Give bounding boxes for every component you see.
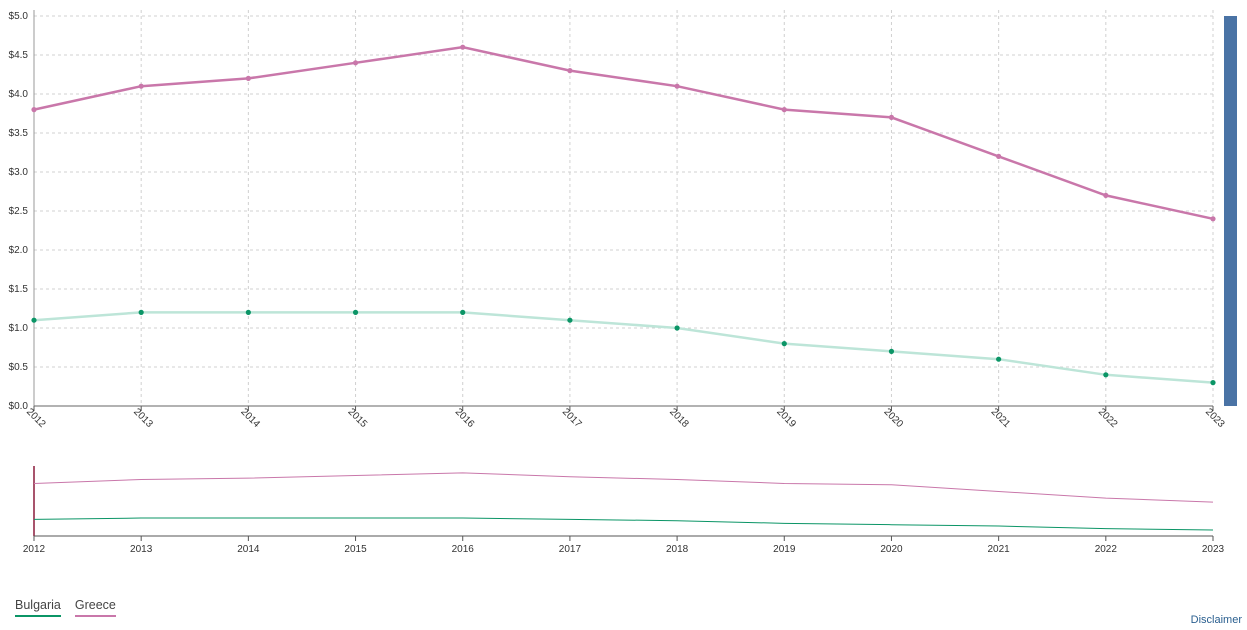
overview-x-tick-label: 2021 <box>988 544 1011 555</box>
x-tick-label: 2021 <box>989 406 1013 430</box>
data-point-greece <box>567 68 573 74</box>
main-plot-markers <box>31 44 1216 386</box>
data-point-bulgaria <box>996 356 1002 362</box>
x-tick-label: 2017 <box>560 406 584 430</box>
data-point-bulgaria <box>352 309 359 315</box>
legend-label-bulgaria: Bulgaria <box>15 598 61 612</box>
y-tick-label: $0.0 <box>9 401 29 412</box>
data-point-bulgaria <box>138 309 144 315</box>
data-point-greece <box>1210 216 1216 222</box>
data-point-bulgaria <box>1210 380 1216 386</box>
legend-swatch-greece <box>74 615 116 617</box>
overview-x-tick-label: 2016 <box>452 544 475 555</box>
overview-x-tick-label: 2018 <box>666 544 689 555</box>
data-point-bulgaria <box>460 309 466 315</box>
overview-chart: 2012 2013 2014 2015 2016 2017 2018 2019 2020 2021… <box>23 466 1225 555</box>
y-tick-label: $2.5 <box>9 206 29 217</box>
vertical-scrollbar[interactable] <box>1224 16 1237 406</box>
data-point-bulgaria <box>1103 372 1109 378</box>
y-tick-label: $1.0 <box>9 323 29 334</box>
y-tick-label: $5.0 <box>9 11 29 22</box>
overview-x-tick-label: 2023 <box>1202 544 1225 555</box>
y-tick-label: $3.0 <box>9 167 29 178</box>
x-tick-label: 2015 <box>346 406 370 430</box>
y-tick-label: $0.5 <box>9 362 29 373</box>
y-tick-label: $3.5 <box>9 128 29 139</box>
series-line-bulgaria <box>33 311 1214 384</box>
x-tick-label: 2019 <box>774 406 798 430</box>
overview-x-tick-label: 2014 <box>237 544 260 555</box>
data-point-bulgaria <box>245 309 251 315</box>
data-point-greece <box>352 60 359 66</box>
data-point-bulgaria <box>781 341 787 347</box>
overview-line-greece <box>33 472 1214 503</box>
data-point-greece <box>996 153 1002 159</box>
series-line-greece <box>33 45 1214 221</box>
main-plot-lines <box>33 45 1214 384</box>
overview-x-tick-label: 2022 <box>1095 544 1118 555</box>
y-tick-label: $2.0 <box>9 245 29 256</box>
overview-x-tick-label: 2015 <box>344 544 367 555</box>
data-point-bulgaria <box>888 348 895 354</box>
x-tick-label: 2013 <box>131 406 155 430</box>
data-point-greece <box>31 107 37 113</box>
y-tick-label: $4.0 <box>9 89 29 100</box>
x-tick-label: 2014 <box>238 406 262 430</box>
legend-swatch-bulgaria <box>15 615 61 617</box>
data-point-greece <box>888 114 895 120</box>
y-tick-label: $4.5 <box>9 50 29 61</box>
x-tick-label: 2018 <box>667 406 691 430</box>
x-tick-label: 2016 <box>453 406 477 430</box>
overview-line-bulgaria <box>33 517 1214 531</box>
x-tick-label: 2020 <box>881 406 905 430</box>
data-point-bulgaria <box>567 317 573 323</box>
x-tick-label: 2023 <box>1203 406 1227 430</box>
legend-label-greece: Greece <box>74 598 116 612</box>
x-tick-label: 2022 <box>1096 406 1120 430</box>
data-point-greece <box>1103 192 1109 198</box>
data-point-greece <box>674 83 680 89</box>
overview-x-tick-label: 2013 <box>130 544 153 555</box>
data-point-bulgaria <box>674 325 680 331</box>
data-point-greece <box>138 83 144 89</box>
legend-item-bulgaria[interactable]: Bulgaria <box>15 598 61 618</box>
data-point-greece <box>460 44 466 50</box>
overview-x-tick-label: 2017 <box>559 544 582 555</box>
legend-item-greece[interactable]: Greece <box>74 598 116 618</box>
data-point-greece <box>781 107 787 113</box>
x-tick-label: 2012 <box>24 406 48 430</box>
overview-x-tick-label: 2019 <box>773 544 796 555</box>
data-point-greece <box>245 75 251 81</box>
data-point-bulgaria <box>31 317 37 323</box>
overview-x-tick-label: 2012 <box>23 544 46 555</box>
legend: Bulgaria Greece <box>15 598 116 618</box>
overview-x-tick-label: 2020 <box>880 544 903 555</box>
y-tick-label: $1.5 <box>9 284 29 295</box>
main-grid <box>34 10 1214 406</box>
disclaimer-link[interactable]: Disclaimer <box>1190 614 1242 626</box>
